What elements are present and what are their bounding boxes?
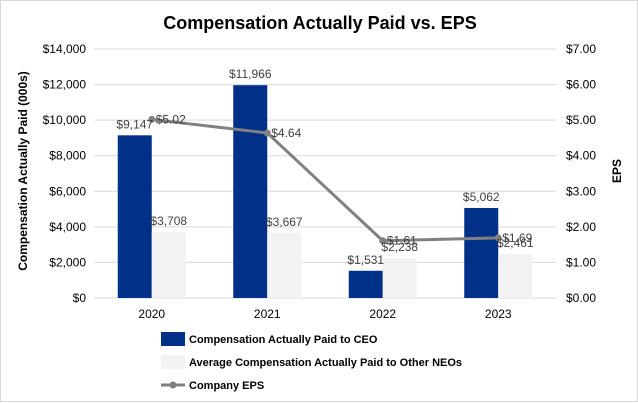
y2-tick-label: $0.00	[566, 291, 596, 305]
bars	[117, 85, 533, 298]
x-tick-label: 2020	[138, 307, 165, 321]
y2-tick-label: $5.00	[566, 113, 596, 127]
legend-marker	[169, 381, 177, 389]
legend-label: Compensation Actually Paid to CEO	[189, 334, 378, 346]
y-tick-label: $4,000	[49, 220, 86, 234]
legend-swatch	[161, 355, 185, 369]
y-tick-label: $0	[73, 291, 87, 305]
eps-point	[148, 115, 156, 123]
neo-value-label: $2,238	[381, 240, 418, 254]
ceo-bar	[117, 135, 152, 298]
y-tick-label: $8,000	[49, 149, 86, 163]
eps-point	[494, 234, 502, 242]
legend-label: Company EPS	[189, 380, 264, 392]
eps-line	[148, 115, 502, 245]
neo-value-label: $3,667	[266, 215, 303, 229]
ceo-value-label: $9,147	[116, 117, 153, 131]
eps-value-label: $4.64	[271, 126, 301, 140]
y2-tick-label: $2.00	[566, 220, 596, 234]
ceo-value-label: $11,966	[229, 67, 272, 81]
ceo-value-label: $1,531	[347, 253, 384, 267]
y2-tick-label: $6.00	[566, 78, 596, 92]
ceo-bar	[464, 207, 499, 298]
neo-bar	[498, 254, 533, 298]
neo-value-label: $2,461	[497, 236, 534, 250]
y2-tick-label: $7.00	[566, 42, 596, 56]
neo-bar	[151, 232, 186, 298]
legend: Compensation Actually Paid to CEO Average…	[161, 332, 462, 392]
y-tick-label: $12,000	[43, 78, 87, 92]
y-tick-label: $6,000	[49, 184, 86, 198]
x-tick-label: 2023	[485, 307, 512, 321]
y-axis-title: Compensation Actually Paid (000s)	[16, 71, 30, 271]
y-tick-label: $14,000	[43, 42, 87, 56]
chart-title: Compensation Actually Paid vs. EPS	[163, 13, 476, 33]
legend-swatch	[161, 332, 185, 346]
y2-tick-label: $3.00	[566, 184, 596, 198]
eps-point	[263, 129, 271, 137]
legend-label: Average Compensation Actually Paid to Ot…	[189, 357, 462, 369]
data-labels: $9,147 $3,708 $11,966 $3,667 $1,531$2,238 $5,…	[116, 67, 534, 267]
ceo-bar	[348, 270, 383, 298]
eps-value-label: $1.69	[502, 231, 532, 245]
y-tick-label: $10,000	[43, 113, 87, 127]
y2-axis-title: EPS	[610, 159, 624, 183]
eps-value-label: $5.02	[156, 112, 186, 126]
axes: $0 $2,000 $4,000 $6,000 $8,000 $10,000 $12,000…	[43, 42, 597, 321]
neo-bar	[382, 258, 417, 298]
neo-bar	[267, 232, 302, 298]
eps-point	[379, 237, 387, 245]
eps-value-label: $1.61	[387, 234, 417, 248]
y2-tick-label: $4.00	[566, 149, 596, 163]
neo-value-label: $3,708	[150, 214, 187, 228]
ceo-value-label: $5,062	[463, 190, 500, 204]
ceo-bar	[233, 85, 268, 298]
y-tick-label: $2,000	[49, 255, 86, 269]
y2-tick-label: $1.00	[566, 255, 596, 269]
x-tick-label: 2021	[254, 307, 281, 321]
eps-line-path	[151, 117, 499, 243]
x-tick-label: 2022	[369, 307, 396, 321]
